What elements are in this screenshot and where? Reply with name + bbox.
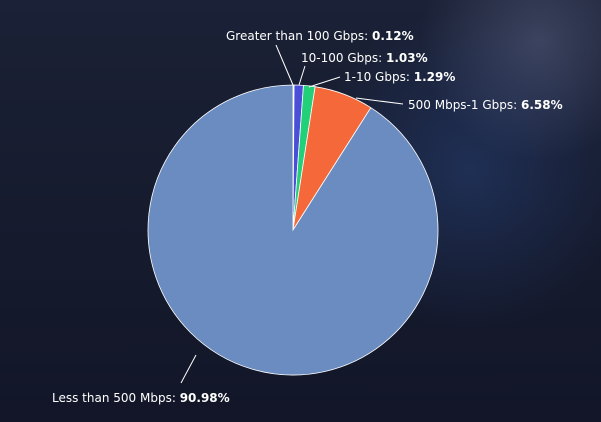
data-label: Less than 500 Mbps: 90.98% — [52, 391, 230, 405]
pie-slice — [147, 84, 439, 376]
label-name: Less than 500 Mbps: — [52, 391, 176, 405]
connector-line — [355, 97, 404, 105]
label-name: Greater than 100 Gbps: — [226, 29, 368, 43]
label-name: 1-10 Gbps: — [344, 70, 410, 84]
data-label: 1-10 Gbps: 1.29% — [344, 70, 455, 84]
data-label: Greater than 100 Gbps: 0.12% — [226, 29, 414, 43]
label-value: 90.98% — [180, 391, 230, 405]
data-label: 10-100 Gbps: 1.03% — [301, 51, 428, 65]
label-value: 6.58% — [521, 98, 563, 112]
label-value: 0.12% — [372, 29, 414, 43]
connector-line — [308, 76, 341, 88]
data-label: 500 Mbps-1 Gbps: 6.58% — [408, 98, 563, 112]
label-name: 500 Mbps-1 Gbps: — [408, 98, 517, 112]
connector-line — [180, 354, 197, 384]
label-value: 1.03% — [386, 51, 428, 65]
connector-line — [275, 44, 294, 86]
label-name: 10-100 Gbps: — [301, 51, 382, 65]
connector-line — [298, 65, 306, 86]
label-value: 1.29% — [414, 70, 456, 84]
